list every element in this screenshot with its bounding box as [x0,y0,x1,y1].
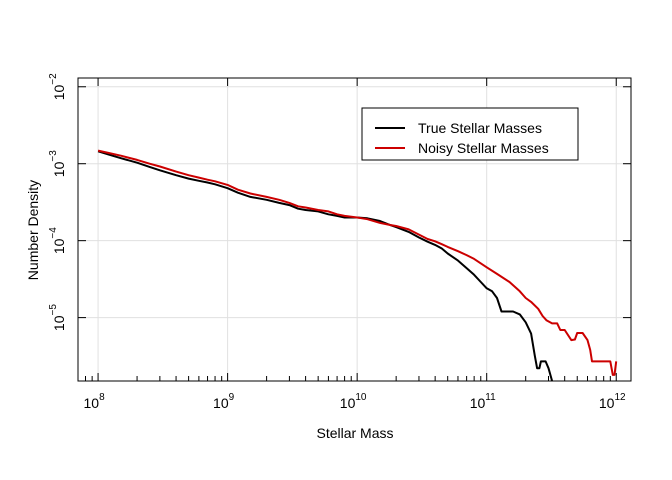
x-axis: 108 109 1010 1011 1012 [83,78,626,411]
x-tick-label: 1010 [340,392,367,411]
series-line-1 [97,149,618,376]
y-axis: 10−5 10−4 10−3 10−2 [48,73,631,331]
y-axis-label: Number Density [25,180,41,280]
legend-box [361,107,579,161]
legend: True Stellar Masses Noisy Stellar Masses [361,107,579,161]
x-tick-label: 1012 [599,392,626,411]
series-layer [97,149,618,381]
x-minor-ticks [77,376,611,381]
grid [78,78,631,381]
x-axis-label: Stellar Mass [316,425,393,441]
x-tick-label: 109 [213,392,235,411]
y-tick-label: 10−3 [48,150,67,177]
y-tick-label: 10−2 [48,73,67,100]
x-tick-label: 108 [83,392,105,411]
y-tick-label: 10−5 [48,304,67,331]
plot-frame [77,77,632,382]
legend-entry-true: True Stellar Masses [418,120,542,136]
x-tick-label: 1011 [470,392,496,411]
y-tick-label: 10−4 [48,227,67,254]
legend-entry-noisy: Noisy Stellar Masses [418,140,549,156]
